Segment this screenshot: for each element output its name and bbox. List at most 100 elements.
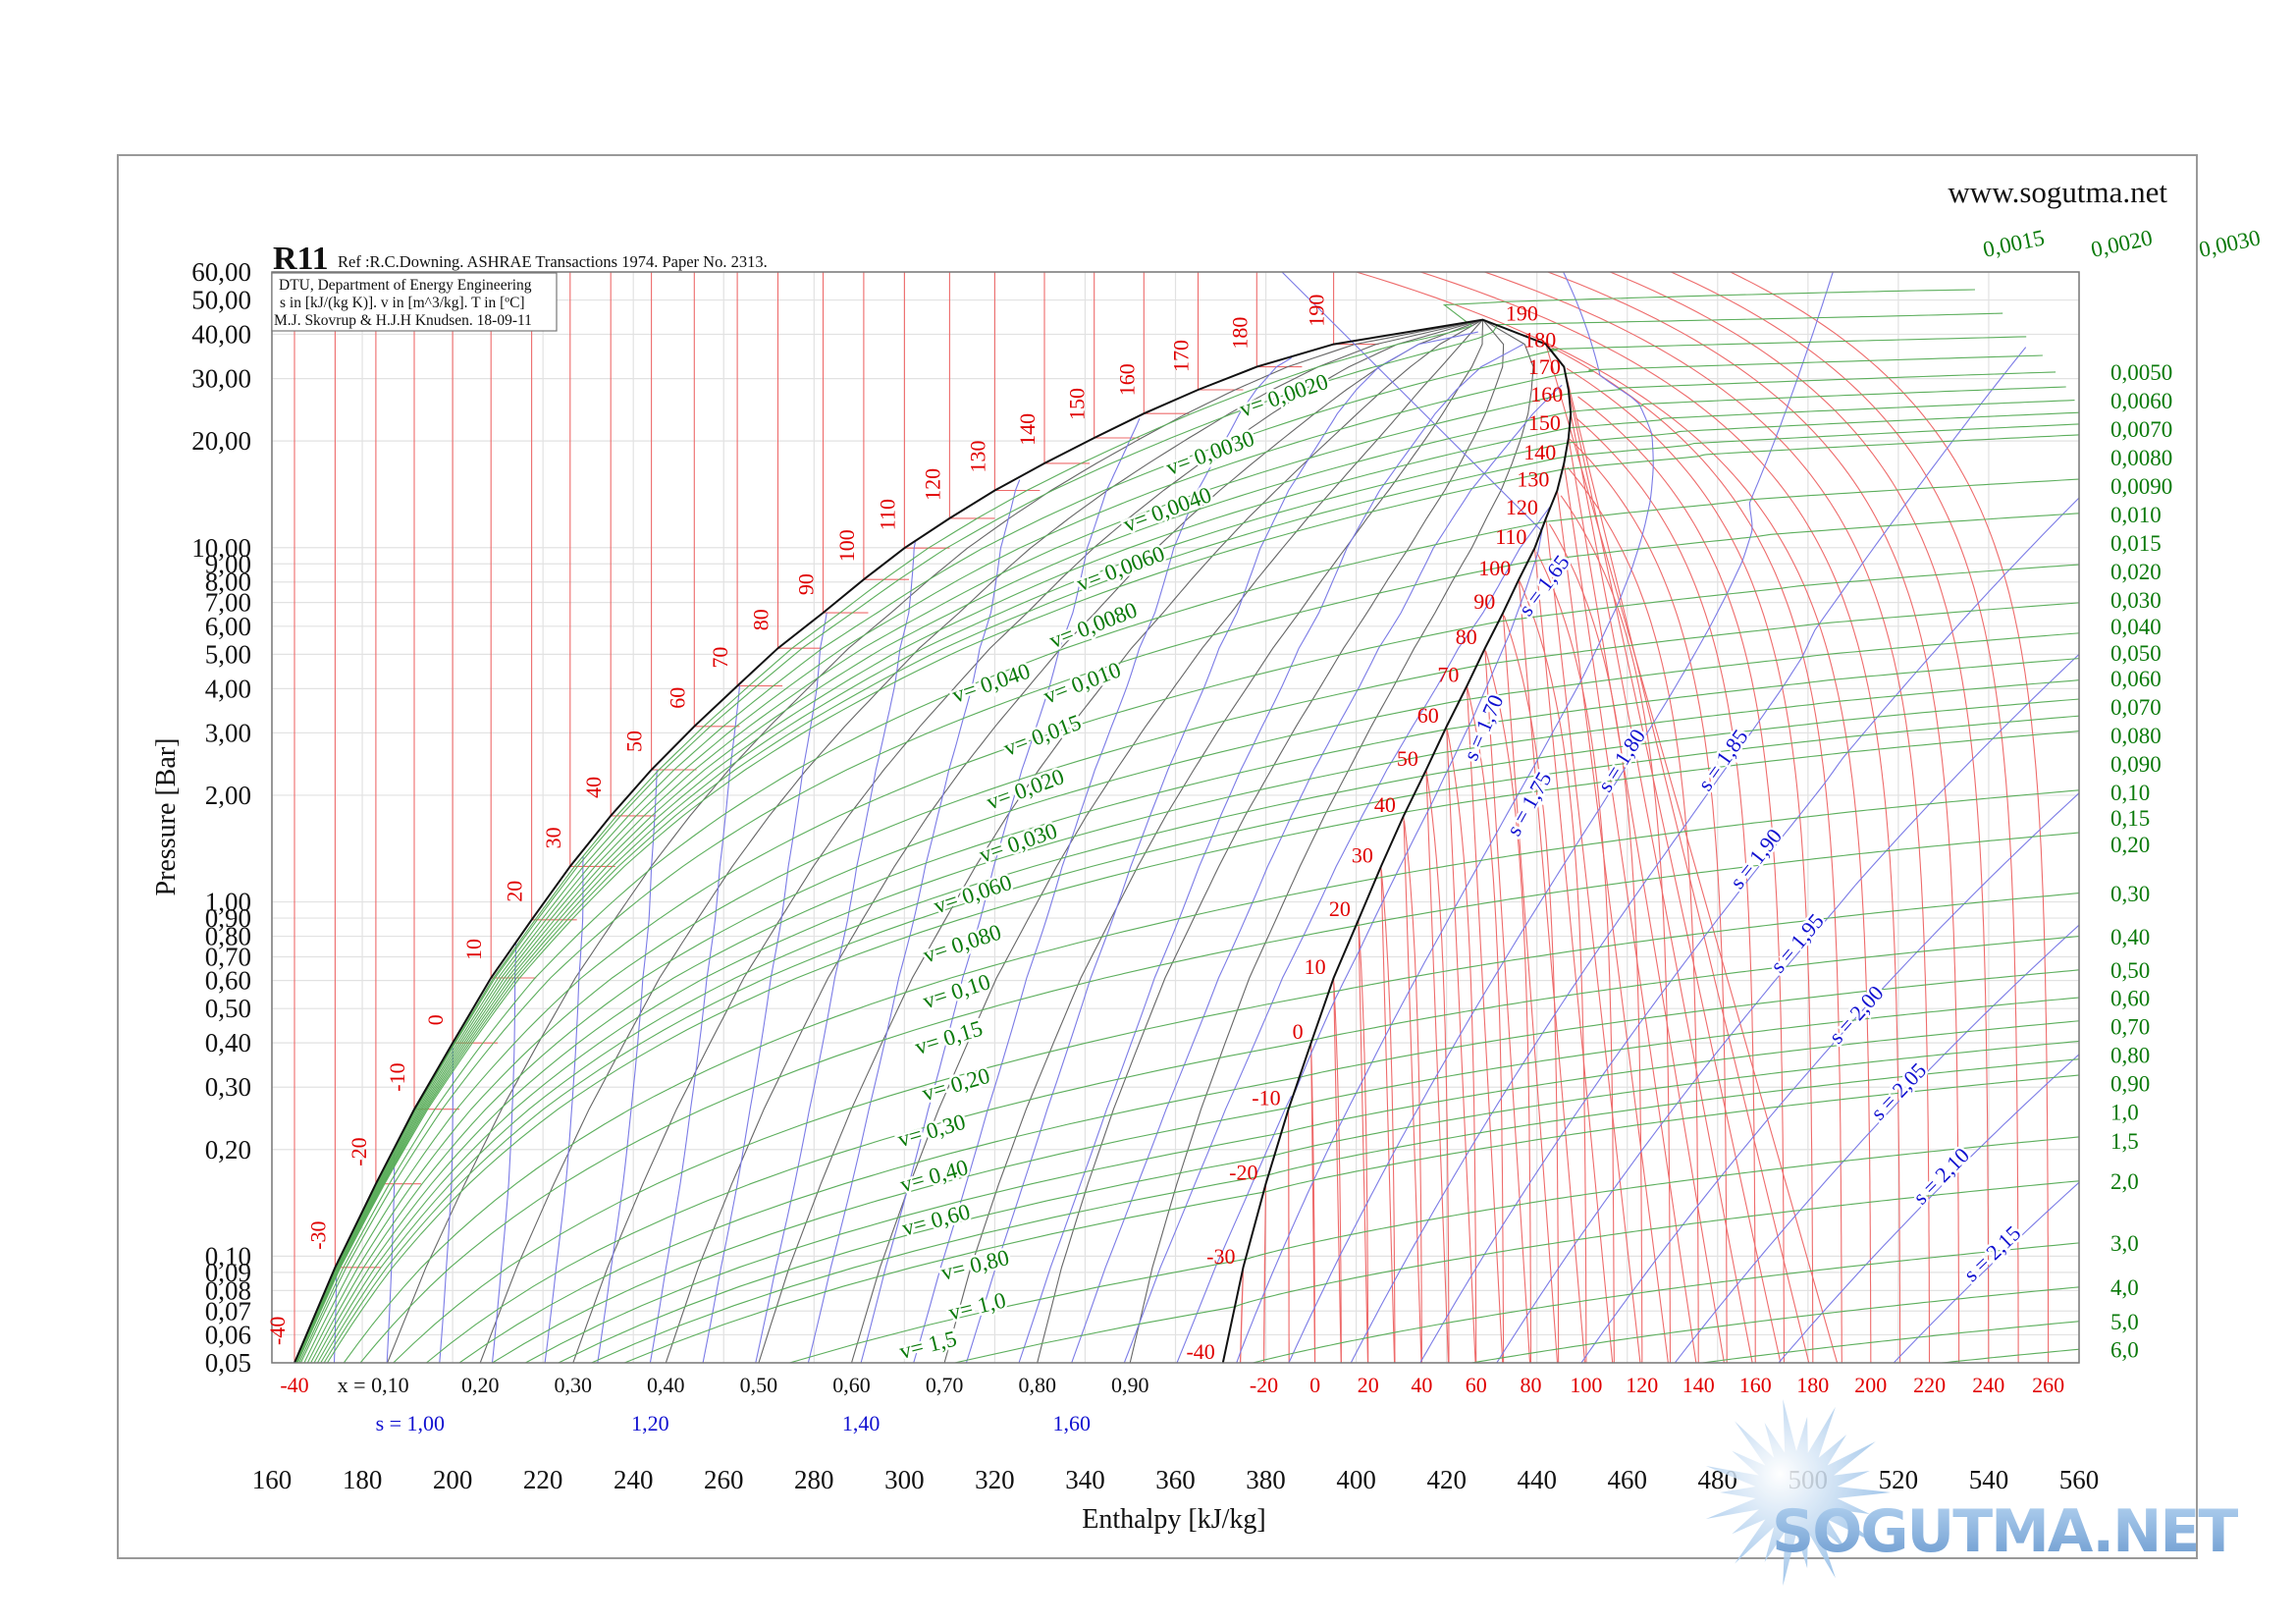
quality-label: 0,80 bbox=[1018, 1373, 1056, 1397]
isotherm-label-liquid: 30 bbox=[541, 827, 565, 848]
isochore-right-label: 0,30 bbox=[2110, 882, 2150, 906]
quality-label: x = 0,10 bbox=[338, 1373, 409, 1397]
y-tick-label: 50,00 bbox=[191, 286, 251, 315]
isochore-right-label: 0,0050 bbox=[2110, 360, 2172, 385]
watermark-text: SOGUTMA.NET bbox=[1772, 1497, 2238, 1566]
isochore-right-label: 4,0 bbox=[2110, 1275, 2139, 1300]
isotherm-label-vapor: 90 bbox=[1473, 589, 1495, 614]
y-tick-label: 0,50 bbox=[205, 994, 251, 1023]
website-label: www.sogutma.net bbox=[1948, 175, 2167, 209]
isotherm-supercritical-line bbox=[1729, 272, 2050, 1363]
isentrope-label: s = 1,65 bbox=[1514, 550, 1575, 620]
isentrope-label: s = 2,00 bbox=[1824, 981, 1889, 1049]
isotherm-label-liquid: 130 bbox=[965, 441, 989, 473]
isotherm-label-vapor: 30 bbox=[1352, 842, 1373, 867]
x-tick-label: 240 bbox=[614, 1465, 654, 1494]
quality-line bbox=[1037, 319, 1505, 1363]
isochore-line bbox=[296, 423, 2079, 1363]
isochore-top-label: 0,0020 bbox=[2089, 225, 2155, 262]
isochore-right-label: 0,20 bbox=[2110, 833, 2150, 857]
isentrope-label: s = 1,70 bbox=[1458, 691, 1508, 765]
isotherm-label-vapor: -30 bbox=[1206, 1244, 1235, 1269]
x-tick-label: 440 bbox=[1517, 1465, 1557, 1494]
info-line: s in [kJ/(kg K)]. v in [m^3/kg]. T in [º… bbox=[280, 295, 525, 311]
isochore-line bbox=[316, 679, 2079, 1363]
isochore-line bbox=[306, 602, 2079, 1363]
isotherm-supercritical-line bbox=[1482, 272, 1931, 1363]
isotherm-label-vapor: 100 bbox=[1478, 556, 1511, 580]
y-tick-label: 30,00 bbox=[191, 364, 251, 394]
isochore-inner-label: v= 0,0030 bbox=[1163, 426, 1257, 480]
isochore-inner-label: v= 0,0020 bbox=[1237, 369, 1332, 422]
quality-label: 0,50 bbox=[740, 1373, 778, 1397]
isentrope-two-phase-line bbox=[1018, 344, 1523, 1363]
isochore-inner-label: v= 0,010 bbox=[1041, 657, 1125, 708]
isotherm-label-liquid: 100 bbox=[834, 529, 859, 562]
isochore-line bbox=[458, 969, 2079, 1363]
isotherm-supercritical-line bbox=[1354, 272, 1872, 1363]
quality-line bbox=[1129, 319, 1534, 1363]
isochore-line bbox=[789, 1136, 2079, 1363]
isochore-line bbox=[294, 289, 1976, 1363]
x-tick-label: 540 bbox=[1969, 1465, 2009, 1494]
isotherm-label-bottom: 160 bbox=[1739, 1373, 1772, 1397]
isochore-inner-label: v= 0,030 bbox=[976, 818, 1060, 867]
isotherm-label-liquid: 120 bbox=[920, 468, 944, 501]
isotherm-vapor-line bbox=[1563, 462, 1699, 1363]
x-tick-label: 200 bbox=[433, 1465, 473, 1494]
isotherm-label-bottom: 140 bbox=[1682, 1373, 1715, 1397]
isochore-inner-label: v= 0,80 bbox=[938, 1245, 1011, 1285]
isochore-right-label: 0,010 bbox=[2110, 503, 2162, 527]
chart-subtitle: Ref :R.C.Downing. ASHRAE Transactions 19… bbox=[338, 252, 768, 271]
isotherm-label-liquid: 90 bbox=[794, 573, 819, 595]
y-tick-label: 0,05 bbox=[205, 1348, 251, 1378]
isotherm-vapor-line bbox=[1403, 815, 1422, 1363]
isochore-line bbox=[294, 354, 2043, 1363]
isochore-right-label: 2,0 bbox=[2110, 1169, 2139, 1194]
y-tick-label: 8,00 bbox=[205, 568, 251, 597]
isentrope-superheat-line bbox=[1419, 497, 2079, 1363]
isochore-line bbox=[558, 1040, 2079, 1363]
isotherm-label-vapor: 0 bbox=[1293, 1019, 1304, 1044]
quality-label: 0,90 bbox=[1111, 1373, 1149, 1397]
quality-line bbox=[943, 319, 1484, 1363]
isotherm-vapor-line bbox=[1556, 490, 1672, 1363]
isotherm-label-vapor: 20 bbox=[1329, 896, 1351, 921]
x-tick-label: 460 bbox=[1608, 1465, 1648, 1494]
isentrope-superheat-line bbox=[1893, 1181, 2079, 1363]
isotherm-label-vapor: 170 bbox=[1528, 354, 1561, 379]
isotherm-label-liquid: 20 bbox=[503, 881, 527, 902]
isotherm-vapor-line bbox=[1425, 769, 1450, 1363]
isotherm-label-vapor: -40 bbox=[1186, 1339, 1214, 1364]
quality-line bbox=[387, 319, 1483, 1363]
x-tick-label: 280 bbox=[794, 1465, 834, 1494]
isochore-line bbox=[623, 1074, 2079, 1363]
isotherm-label-bottom: 0 bbox=[1309, 1373, 1320, 1397]
y-tick-label: 2,00 bbox=[205, 781, 251, 810]
isochore-inner-label: v= 1,5 bbox=[897, 1326, 959, 1364]
isentrope-two-phase-line bbox=[1176, 1095, 1293, 1363]
isentrope-two-phase-line bbox=[1123, 507, 1551, 1363]
isochore-right-label: 0,030 bbox=[2110, 588, 2162, 613]
isochore-inner-label: v= 0,0060 bbox=[1074, 541, 1168, 596]
isotherm-label-vapor: 140 bbox=[1523, 440, 1556, 464]
isentrope-two-phase-line bbox=[544, 856, 584, 1363]
isochore-line bbox=[294, 312, 2003, 1363]
isentrope-label: s = 1,85 bbox=[1692, 725, 1752, 795]
isochore-inner-label: v= 0,0040 bbox=[1120, 482, 1214, 537]
isochore-line bbox=[320, 698, 2079, 1363]
isotherm-label-bottom: 260 bbox=[2032, 1373, 2064, 1397]
y-tick-label: 0,06 bbox=[205, 1320, 251, 1349]
isotherm-label-liquid: 110 bbox=[875, 499, 899, 530]
x-tick-label: 340 bbox=[1065, 1465, 1105, 1494]
isotherm-vapor-line bbox=[1358, 919, 1369, 1363]
isotherm-label-bottom: 20 bbox=[1358, 1373, 1379, 1397]
isochore-line bbox=[295, 386, 2066, 1363]
y-tick-label: 10,00 bbox=[191, 533, 251, 563]
isotherm-label-bottom: -40 bbox=[280, 1373, 308, 1397]
isotherm-label-vapor: 50 bbox=[1397, 746, 1418, 771]
isochore-inner-label: v= 0,40 bbox=[897, 1155, 971, 1197]
isentrope-superheat-line bbox=[1288, 272, 1834, 1363]
